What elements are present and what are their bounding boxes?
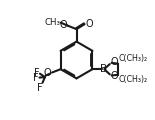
Text: O: O	[85, 19, 93, 29]
Text: O: O	[59, 20, 67, 30]
Text: CH₃: CH₃	[44, 18, 60, 27]
Text: F: F	[34, 68, 40, 78]
Text: F: F	[37, 83, 42, 93]
Text: C(CH₃)₂: C(CH₃)₂	[119, 75, 148, 84]
Text: O: O	[111, 57, 118, 67]
Text: B: B	[100, 64, 107, 74]
Text: O: O	[111, 71, 118, 81]
Text: O: O	[44, 68, 51, 78]
Text: C(CH₃)₂: C(CH₃)₂	[119, 54, 148, 63]
Text: F: F	[33, 73, 39, 83]
